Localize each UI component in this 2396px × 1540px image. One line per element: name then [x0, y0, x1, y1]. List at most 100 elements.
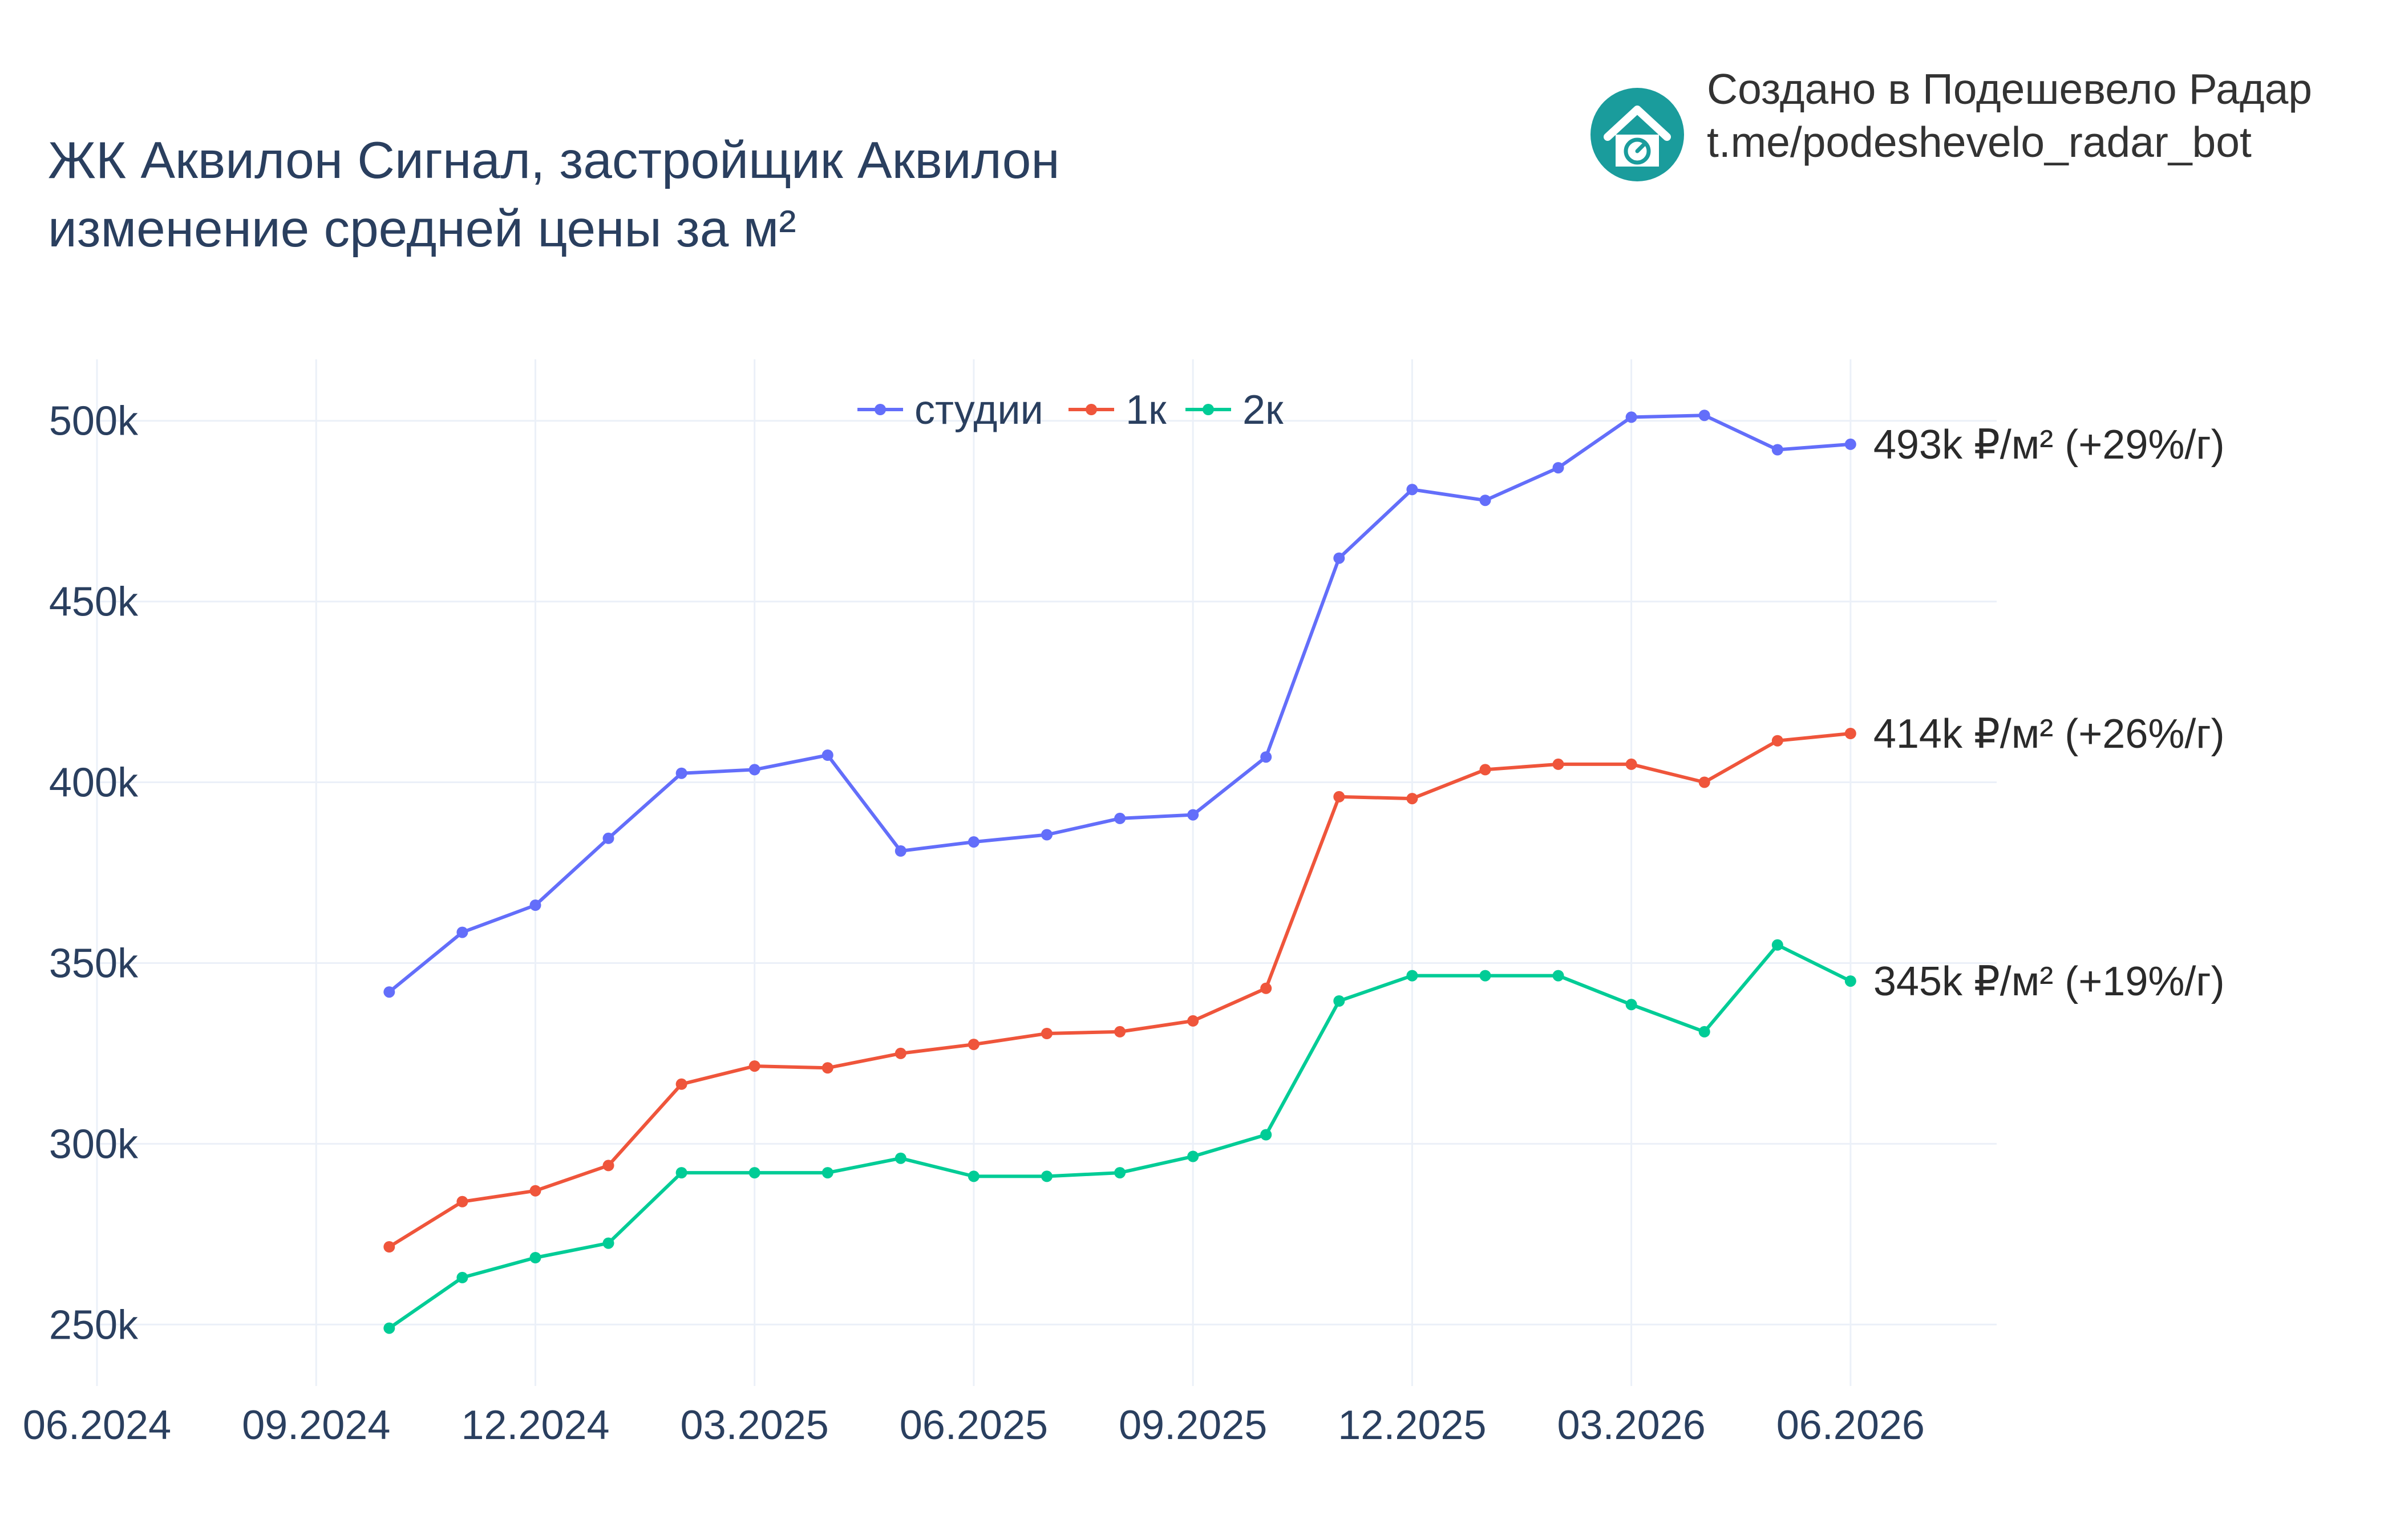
x-tick-label: 09.2024: [242, 1403, 390, 1448]
data-point: [748, 764, 760, 776]
data-point: [529, 1185, 541, 1197]
data-point: [1771, 735, 1783, 747]
data-point: [895, 1047, 906, 1059]
legend: студии 1к 2к: [857, 387, 1284, 433]
data-point: [1260, 751, 1272, 763]
data-point: [1625, 999, 1637, 1011]
data-point: [1333, 791, 1345, 803]
end-value-label: 414k ₽/м² (+26%/г): [1873, 711, 2225, 757]
y-tick-label: 450k: [49, 579, 139, 625]
data-point: [1406, 793, 1418, 805]
data-point: [895, 845, 906, 857]
data-point: [602, 1160, 614, 1172]
legend-marker: [1086, 404, 1097, 415]
data-point: [1260, 982, 1272, 994]
x-tick-label: 12.2025: [1338, 1403, 1486, 1448]
grid-lines: [96, 359, 1997, 1386]
data-point: [968, 836, 980, 848]
y-tick-label: 400k: [49, 760, 139, 806]
x-tick-label: 03.2026: [1557, 1403, 1705, 1448]
data-point: [1333, 995, 1345, 1007]
data-point: [529, 1252, 541, 1263]
x-tick-label: 09.2025: [1119, 1403, 1267, 1448]
data-point: [383, 986, 395, 998]
legend-label: 2к: [1242, 387, 1284, 433]
gauge-dial-icon: [1624, 137, 1651, 165]
y-tick-label: 300k: [49, 1121, 139, 1167]
data-point: [1041, 1170, 1053, 1182]
x-tick-label: 06.2024: [23, 1403, 171, 1448]
data-point: [675, 1167, 687, 1179]
data-point: [1406, 484, 1418, 496]
data-point: [1698, 776, 1710, 788]
data-point: [1114, 812, 1126, 824]
legend-marker: [1203, 404, 1214, 415]
data-point: [529, 899, 541, 911]
data-point: [1187, 1015, 1199, 1027]
data-point: [748, 1167, 760, 1179]
data-point: [1552, 758, 1564, 770]
gauge-needle-icon: [1635, 141, 1648, 153]
data-point: [602, 832, 614, 844]
credit-line2: t.me/podeshevelo_radar_bot: [1707, 118, 2252, 166]
data-point: [968, 1170, 980, 1182]
legend-label: студии: [914, 387, 1043, 433]
data-point: [968, 1039, 980, 1051]
data-point: [602, 1237, 614, 1249]
data-point: [821, 1062, 833, 1074]
data-point: [383, 1322, 395, 1334]
data-point: [748, 1060, 760, 1072]
data-point: [1114, 1026, 1126, 1038]
data-point: [1041, 829, 1053, 841]
x-tick-label: 12.2024: [461, 1403, 609, 1448]
data-point: [1771, 939, 1783, 951]
legend-marker: [875, 404, 886, 415]
y-tick-label: 250k: [49, 1302, 139, 1348]
data-point: [1187, 809, 1199, 821]
data-point: [1771, 444, 1783, 456]
data-point: [1698, 1026, 1710, 1038]
axis-ticks: 06.2024 09.2024 12.2024 03.2025 06.2025 09.20…: [23, 399, 1925, 1448]
chart-title-line2: изменение средней цены за м²: [48, 200, 796, 258]
data-point: [1406, 970, 1418, 982]
data-point: [456, 1271, 468, 1283]
end-value-label: 345k ₽/м² (+19%/г): [1873, 959, 2225, 1004]
data-point: [1114, 1167, 1126, 1179]
chart-title-line1: ЖК Аквилон Сигнал, застройщик Аквилон: [48, 132, 1060, 189]
logo-icon: [1590, 88, 1684, 181]
credit-line1: Создано в Подешевело Радар: [1707, 65, 2312, 113]
data-point: [456, 1195, 468, 1207]
data-point: [1333, 552, 1345, 564]
data-point: [1479, 764, 1491, 776]
data-point: [1844, 438, 1856, 450]
data-point: [383, 1241, 395, 1253]
x-tick-label: 06.2026: [1776, 1403, 1925, 1448]
x-tick-label: 03.2025: [681, 1403, 829, 1448]
data-point: [895, 1152, 906, 1164]
data-point: [1260, 1129, 1272, 1141]
data-point: [675, 767, 687, 779]
data-point: [1625, 411, 1637, 423]
y-tick-label: 500k: [49, 399, 139, 444]
data-point: [1552, 970, 1564, 982]
data-point: [675, 1078, 687, 1090]
data-point: [1479, 495, 1491, 506]
data-point: [1844, 728, 1856, 739]
data-point: [821, 749, 833, 761]
data-point: [1698, 410, 1710, 422]
data-point: [821, 1167, 833, 1179]
data-point: [1552, 462, 1564, 474]
house-roof-icon: [1604, 106, 1671, 141]
data-point: [1041, 1028, 1053, 1039]
legend-label: 1к: [1126, 387, 1167, 433]
data-point: [456, 926, 468, 938]
y-tick-label: 350k: [49, 941, 139, 986]
data-point: [1844, 975, 1856, 987]
data-point: [1187, 1150, 1199, 1162]
end-labels: 493k ₽/м² (+29%/г) 414k ₽/м² (+26%/г) 345k…: [1873, 422, 2225, 1004]
data-point: [1625, 758, 1637, 770]
series-lines: [383, 410, 1856, 1334]
data-point: [1479, 970, 1491, 982]
end-value-label: 493k ₽/м² (+29%/г): [1873, 422, 2225, 468]
